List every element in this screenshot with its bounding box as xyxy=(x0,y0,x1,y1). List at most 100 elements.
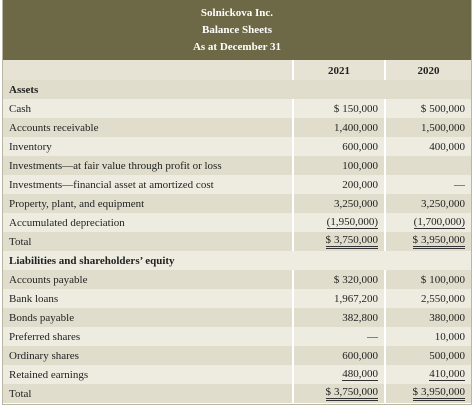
value-cell: 1,967,200 xyxy=(293,289,386,308)
value-cell: — xyxy=(293,327,386,346)
value: 500,000 xyxy=(429,350,465,362)
value: $150,000 xyxy=(306,103,378,115)
value: 400,000 xyxy=(429,141,465,153)
value: 1,500,000 xyxy=(421,122,465,134)
amount: 100,000 xyxy=(429,273,465,286)
value: (1,700,000) xyxy=(413,216,465,229)
value-cell: 3,250,000 xyxy=(293,194,386,213)
row-label: Investments—at fair value through profit… xyxy=(3,156,294,175)
row-label: Accumulated depreciation xyxy=(3,213,294,232)
table: 2021 2020 Assets Cash $150,000 $500,000 Acco… xyxy=(3,60,471,403)
amount: 600,000 xyxy=(342,140,378,153)
row: Investments—financial asset at amortized… xyxy=(3,175,471,194)
row: Ordinary shares 600,000 500,000 xyxy=(3,346,471,365)
value-cell: $500,000 xyxy=(385,99,471,118)
amount: 1,500,000 xyxy=(421,121,465,134)
value: 1,400,000 xyxy=(334,122,378,134)
value: 380,000 xyxy=(429,312,465,324)
row: Retained earnings 480,000 410,000 xyxy=(3,365,471,384)
amount: 480,000 xyxy=(342,368,378,380)
amount: 380,000 xyxy=(429,311,465,324)
value-cell: 3,250,000 xyxy=(385,194,471,213)
value-cell: 400,000 xyxy=(385,137,471,156)
row: Investments—at fair value through profit… xyxy=(3,156,471,175)
amount: 400,000 xyxy=(429,140,465,153)
amount: 2,550,000 xyxy=(421,292,465,305)
value: (1,950,000) xyxy=(326,216,378,229)
row: Total $3,750,000 $3,950,000 xyxy=(3,384,471,403)
row-label: Preferred shares xyxy=(3,327,294,346)
value: 1,967,200 xyxy=(334,293,378,305)
value: $100,000 xyxy=(393,274,465,286)
row: Accumulated depreciation (1,950,000) (1,70… xyxy=(3,213,471,232)
amount: 410,000 xyxy=(429,368,465,380)
amount: (1,950,000) xyxy=(326,216,378,228)
currency: $ xyxy=(325,234,332,246)
row: Cash $150,000 $500,000 xyxy=(3,99,471,118)
amount: 3,250,000 xyxy=(421,197,465,210)
value-cell xyxy=(385,156,471,175)
column-header: 2020 xyxy=(385,60,471,80)
company: Solnickova Inc. xyxy=(200,7,274,19)
row: Bonds payable 382,800 380,000 xyxy=(3,308,471,327)
amount: 3,950,000 xyxy=(421,386,465,398)
value-cell: 10,000 xyxy=(385,327,471,346)
value: $320,000 xyxy=(306,274,378,286)
value: 2,550,000 xyxy=(421,293,465,305)
value: 100,000 xyxy=(342,160,378,172)
amount: 320,000 xyxy=(342,273,378,286)
section-label: Assets xyxy=(9,83,39,96)
amount: 3,750,000 xyxy=(334,234,378,246)
value-cell: 410,000 xyxy=(385,365,471,384)
amount: — xyxy=(454,178,465,191)
amount: 200,000 xyxy=(342,178,378,191)
row: Accounts payable $320,000 $100,000 xyxy=(3,270,471,289)
value: 3,250,000 xyxy=(334,198,378,210)
row: Accounts receivable 1,400,000 1,500,000 xyxy=(3,118,471,137)
value-cell: 480,000 xyxy=(293,365,386,384)
value-cell: $3,950,000 xyxy=(385,232,471,251)
value-cell: 600,000 xyxy=(293,346,386,365)
value: 480,000 xyxy=(342,368,378,381)
row-label: Investments—financial asset at amortized… xyxy=(3,175,294,194)
value-cell: 200,000 xyxy=(293,175,386,194)
row-label: Property, plant, and equipment xyxy=(3,194,294,213)
currency: $ xyxy=(412,234,419,246)
amount: 10,000 xyxy=(434,330,465,343)
row-label: Accounts receivable xyxy=(3,118,294,137)
value-cell: 380,000 xyxy=(385,308,471,327)
amount: — xyxy=(367,330,378,343)
value-cell: $150,000 xyxy=(293,99,386,118)
value: $500,000 xyxy=(393,103,465,115)
value-cell: — xyxy=(385,175,471,194)
row: Preferred shares — 10,000 xyxy=(3,327,471,346)
row-label: Ordinary shares xyxy=(3,346,294,365)
currency: $ xyxy=(420,102,427,115)
row-label: Total xyxy=(3,232,294,251)
currency: $ xyxy=(333,102,340,115)
date: As at December 31 xyxy=(192,41,282,53)
amount: 500,000 xyxy=(429,102,465,115)
currency: $ xyxy=(412,386,419,398)
amount: 3,250,000 xyxy=(334,197,378,210)
value-cell: $3,750,000 xyxy=(293,384,386,403)
currency: $ xyxy=(325,386,332,398)
value-cell: 1,400,000 xyxy=(293,118,386,137)
value: 382,800 xyxy=(342,312,378,324)
row: Assets xyxy=(3,80,471,99)
header: Solnickova Inc. Balance Sheets As at Dec… xyxy=(3,0,471,60)
row: Total $3,750,000 $3,950,000 xyxy=(3,232,471,251)
amount: 3,750,000 xyxy=(334,386,378,398)
amount: 100,000 xyxy=(342,159,378,172)
row-label: Total xyxy=(3,384,294,403)
value-cell: (1,700,000) xyxy=(385,213,471,232)
row-label: Cash xyxy=(3,99,294,118)
value-cell: 2,550,000 xyxy=(385,289,471,308)
value: — xyxy=(454,179,465,191)
amount: (1,700,000) xyxy=(413,216,465,228)
currency: $ xyxy=(420,273,427,286)
value-cell: 382,800 xyxy=(293,308,386,327)
value: $3,750,000 xyxy=(325,234,378,249)
row-label: Accounts payable xyxy=(3,270,294,289)
